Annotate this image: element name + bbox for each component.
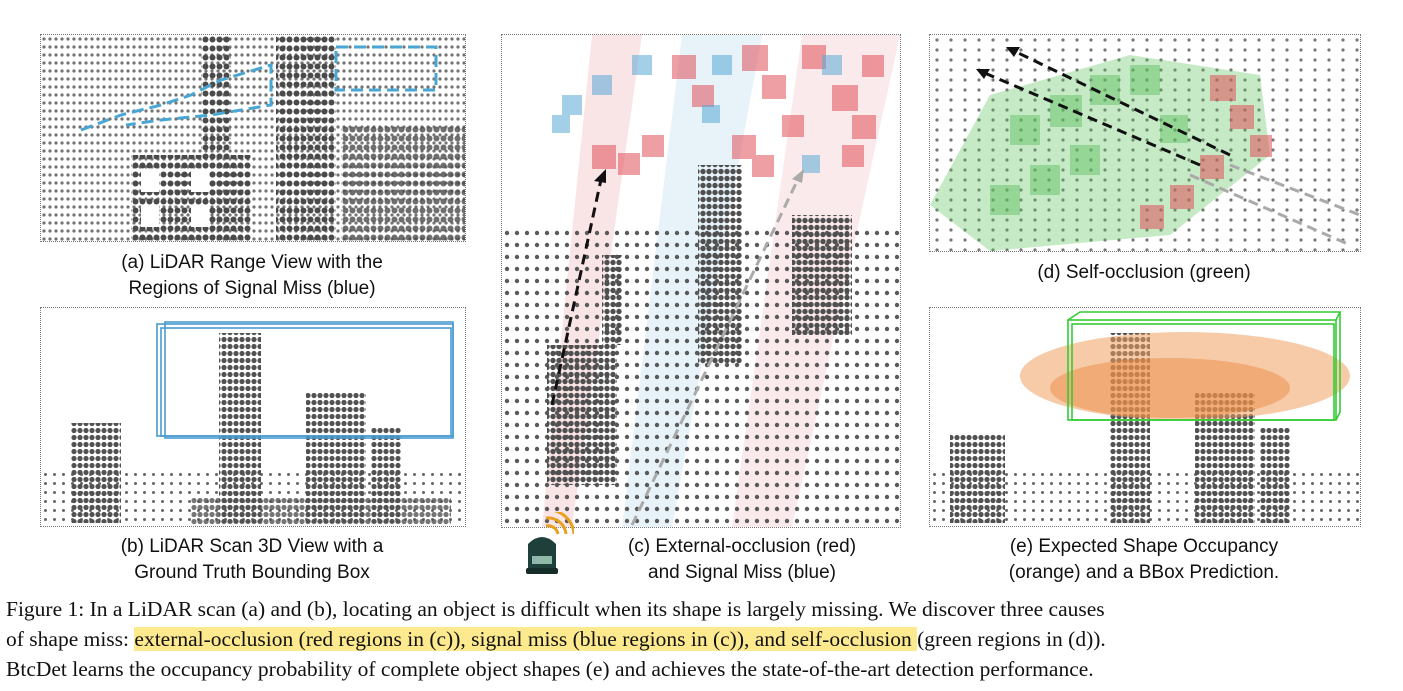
- panel-c-caption-line1: (c) External-occlusion (red): [627, 536, 857, 557]
- panel-a-caption: (a) LiDAR Range View with the Regions of…: [40, 250, 464, 302]
- panel-d-caption: (d) Self-occlusion (green): [929, 260, 1359, 286]
- range-view-plot: [41, 35, 465, 241]
- panel-e-caption-line2: (orange) and a BBox Prediction.: [1008, 562, 1280, 583]
- panel-a-caption-line1: (a) LiDAR Range View with the: [121, 252, 383, 273]
- figure-caption-line2-pre: of shape miss:: [6, 627, 135, 651]
- panel-c-caption: (c) External-occlusion (red) and Signal …: [582, 534, 902, 586]
- self-occlusion-plot: [930, 35, 1360, 251]
- panel-c-caption-line2: and Signal Miss (blue): [648, 562, 836, 583]
- panel-b-scan-3d-view: [40, 307, 466, 527]
- scan-3d-plot: [41, 321, 465, 526]
- panel-b-caption: (b) LiDAR Scan 3D View with a Ground Tru…: [40, 534, 464, 586]
- panel-e-occupancy-view: [929, 307, 1361, 527]
- panel-a-caption-line2: Regions of Signal Miss (blue): [128, 278, 376, 299]
- occupancy-plot: [930, 311, 1360, 526]
- panel-b-caption-line2: Ground Truth Bounding Box: [134, 562, 370, 583]
- panel-d-caption-line1: (d) Self-occlusion (green): [1037, 262, 1251, 283]
- panel-e-caption: (e) Expected Shape Occupancy (orange) an…: [929, 534, 1359, 586]
- figure-caption-line2-post: (green regions in (d)).: [917, 627, 1106, 651]
- lidar-sensor-icon: [526, 512, 574, 574]
- panel-b-caption-line1: (b) LiDAR Scan 3D View with a: [120, 536, 384, 557]
- panel-a-range-view: [40, 34, 466, 242]
- figure-caption: Figure 1: In a LiDAR scan (a) and (b), l…: [6, 594, 1401, 684]
- figure-caption-line2: of shape miss: external-occlusion (red r…: [6, 624, 1401, 654]
- panel-e-caption-line1: (e) Expected Shape Occupancy: [1009, 536, 1279, 557]
- figure-caption-line3: BtcDet learns the occupancy probability …: [6, 657, 1094, 681]
- panel-d-self-occlusion-view: [929, 34, 1361, 252]
- panel-c-occlusion-view: [501, 34, 901, 528]
- figure-caption-line1: Figure 1: In a LiDAR scan (a) and (b), l…: [6, 597, 1105, 621]
- occlusion-plot: [502, 35, 900, 527]
- figure-caption-highlight: external-occlusion (red regions in (c)),…: [134, 627, 918, 651]
